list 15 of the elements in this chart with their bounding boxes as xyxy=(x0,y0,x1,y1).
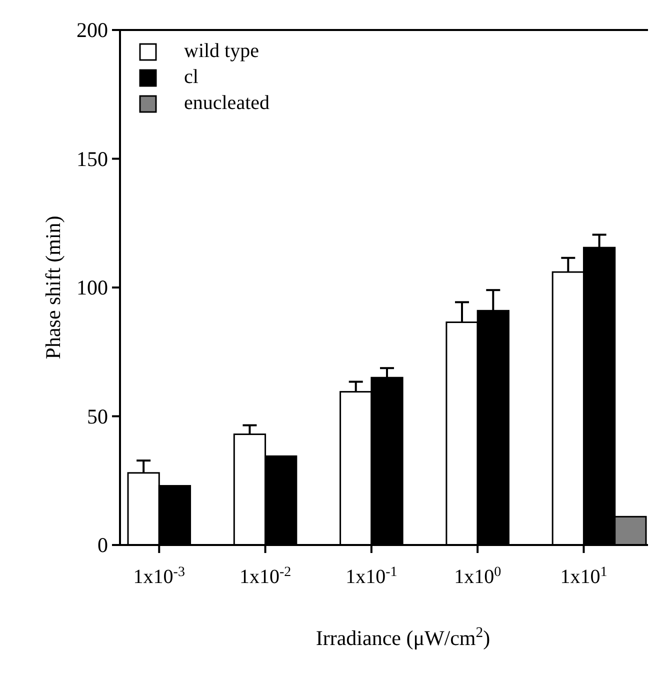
x-tick-label: 1x10$^{-3}$ xyxy=(133,564,185,588)
legend-label: enucleated xyxy=(184,92,270,114)
x-tick-label: 1x10$^{1}$ xyxy=(560,564,608,588)
y-tick-label: 100 xyxy=(76,276,108,300)
y-axis-title: Phase shift (min) xyxy=(41,216,65,360)
y-tick-label: 200 xyxy=(76,18,108,42)
x-tick-label: 1x10$^{-2}$ xyxy=(239,564,292,588)
x-tick-label: 1x10$^{-1}$ xyxy=(346,564,398,588)
y-tick-label: 0 xyxy=(98,533,108,557)
y-tick-label: 50 xyxy=(87,404,108,428)
x-tick-label: 1x10$^{0}$ xyxy=(454,564,502,588)
legend-label: cl xyxy=(184,66,199,88)
y-tick-label: 150 xyxy=(76,146,108,171)
legend-label: wild type xyxy=(184,40,260,62)
x-axis-title: Irradiance (μW/cm$^{2}$) xyxy=(316,625,490,650)
